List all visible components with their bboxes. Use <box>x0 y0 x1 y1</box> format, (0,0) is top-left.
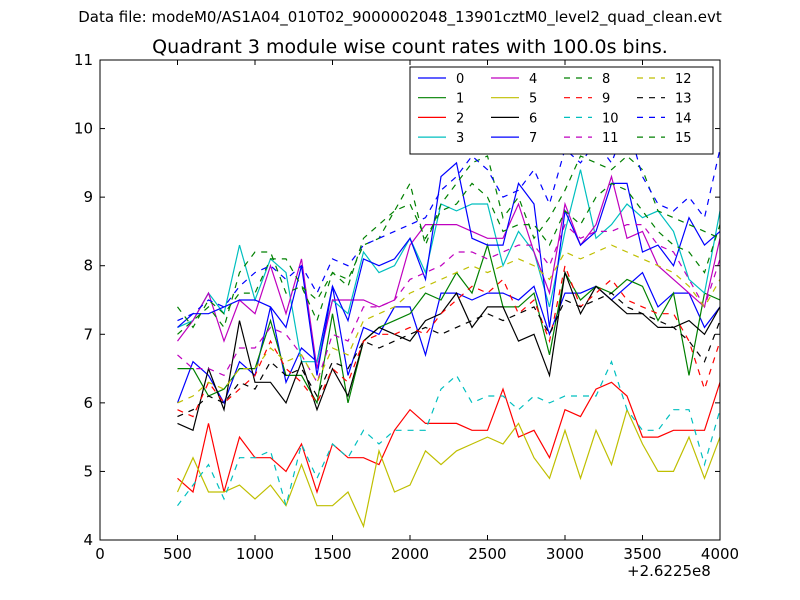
series-line-0 <box>176 271 720 405</box>
x-tick-label: 2000 <box>391 545 429 563</box>
chart-title: Quadrant 3 module wise count rates with … <box>152 36 668 58</box>
legend-label-4: 4 <box>529 72 537 87</box>
legend-label-6: 6 <box>529 111 537 126</box>
x-tick-label: 0 <box>95 545 105 563</box>
x-offset-label: +2.6225e8 <box>627 562 711 580</box>
y-tick-label: 9 <box>83 188 93 206</box>
x-tick-label: 2500 <box>468 545 506 563</box>
legend-label-5: 5 <box>529 92 537 107</box>
legend-label-12: 12 <box>675 72 692 87</box>
series-line-7 <box>177 161 720 376</box>
y-tick-label: 4 <box>83 531 93 549</box>
series-line-9 <box>177 263 720 418</box>
y-tick-label: 10 <box>74 120 93 138</box>
y-tick-label: 6 <box>83 394 93 412</box>
x-tick-label: 3500 <box>623 545 661 563</box>
y-tick-label: 11 <box>74 51 93 69</box>
legend-label-15: 15 <box>675 131 692 146</box>
x-tick-label: 1000 <box>236 545 274 563</box>
legend-box <box>409 66 714 155</box>
series-line-12 <box>177 244 720 404</box>
series-line-13 <box>177 292 720 418</box>
x-tick-label: 4000 <box>701 545 739 563</box>
x-tick-label: 1500 <box>313 545 351 563</box>
legend-label-14: 14 <box>675 111 692 126</box>
series-line-1 <box>177 242 720 405</box>
series-line-11 <box>177 223 720 384</box>
legend-label-1: 1 <box>456 92 464 107</box>
x-tick-label: 500 <box>163 545 192 563</box>
series-line-15 <box>177 182 720 335</box>
y-tick-label: 8 <box>83 257 93 275</box>
legend-label-8: 8 <box>602 72 610 87</box>
series-line-8 <box>177 155 720 329</box>
chart-supertitle: Data file: modeM0/AS1A04_010T02_90000020… <box>78 8 722 26</box>
legend-label-3: 3 <box>456 131 464 146</box>
legend-label-7: 7 <box>529 131 537 146</box>
series-line-5 <box>176 407 720 529</box>
x-tick-label: 3000 <box>546 545 584 563</box>
y-tick-label: 7 <box>83 325 93 343</box>
series-line-2 <box>177 381 720 494</box>
tick-layer: 0 500 1000 1500 2000 2500 3000 3500 400045678910… <box>74 51 739 563</box>
series-line-3 <box>177 169 720 363</box>
series-line-10 <box>177 360 720 509</box>
legend-label-11: 11 <box>602 131 619 146</box>
series-line-4 <box>177 174 720 369</box>
legend-label-13: 13 <box>675 92 692 107</box>
legend-label-10: 10 <box>602 111 619 126</box>
series-layer <box>176 119 720 529</box>
y-tick-label: 5 <box>83 462 93 480</box>
legend-label-0: 0 <box>456 72 464 87</box>
series-line-6 <box>177 270 720 432</box>
legend-label-2: 2 <box>456 111 464 126</box>
legend-label-9: 9 <box>602 92 610 107</box>
